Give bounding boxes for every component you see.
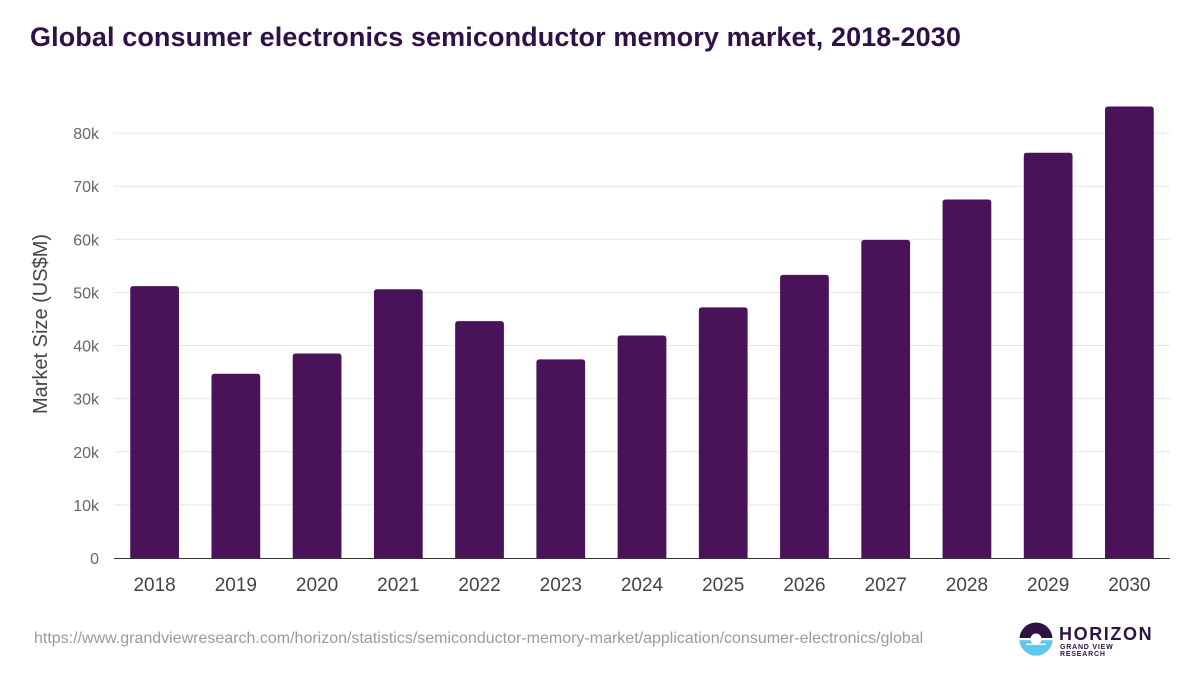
y-tick-label: 60k — [73, 232, 100, 249]
x-tick-label: 2025 — [702, 575, 744, 596]
y-axis-label: Market Size (US$M) — [30, 234, 52, 414]
y-tick-label: 40k — [73, 339, 100, 356]
y-tick-label: 30k — [73, 392, 100, 409]
bar-2019 — [211, 373, 261, 558]
bar-2030 — [1105, 106, 1154, 559]
x-axis-ticks: 2018 2019 2020 2021 2022 2023 2024 2025 2026 2027… — [133, 575, 1150, 596]
x-tick-label: 2027 — [865, 575, 907, 596]
logo-subtitle: GRAND VIEW RESEARCH — [1060, 644, 1114, 658]
bar-2028 — [942, 199, 992, 558]
y-tick-label: 80k — [73, 126, 100, 143]
bar-2026 — [780, 274, 829, 558]
bar-2023 — [536, 359, 586, 558]
horizon-globe-icon — [1019, 622, 1053, 656]
x-tick-label: 2018 — [133, 575, 175, 596]
bar-2025 — [698, 307, 748, 558]
x-tick-label: 2024 — [621, 575, 664, 596]
x-tick-label: 2020 — [296, 575, 338, 596]
y-tick-label: 20k — [73, 445, 100, 462]
bars — [130, 106, 1154, 559]
y-tick-label: 50k — [73, 285, 100, 302]
y-tick-label: 70k — [73, 179, 100, 196]
bar-2022 — [455, 321, 504, 558]
x-tick-label: 2028 — [946, 575, 988, 596]
bar-2020 — [292, 353, 342, 558]
horizon-logo: HORIZON GRAND VIEW RESEARCH — [1019, 622, 1159, 658]
x-tick-label: 2021 — [377, 575, 419, 596]
x-tick-label: 2030 — [1108, 575, 1150, 596]
bar-2018 — [130, 286, 179, 558]
source-url: https://www.grandviewresearch.com/horizo… — [34, 630, 924, 647]
x-tick-label: 2029 — [1027, 575, 1069, 596]
logo-name: HORIZON — [1059, 624, 1154, 644]
y-tick-label: 10k — [73, 498, 100, 515]
y-axis-ticks: 0 10k 20k 30k 40k 50k 60k 70k 80k — [73, 126, 100, 568]
x-tick-label: 2022 — [458, 575, 500, 596]
chart-title: Global consumer electronics semiconducto… — [30, 22, 961, 52]
bar-2024 — [617, 335, 667, 558]
bar-2027 — [861, 239, 911, 558]
x-tick-label: 2019 — [215, 575, 257, 596]
bar-2029 — [1023, 152, 1073, 559]
y-tick-label: 0 — [90, 551, 99, 568]
bar-2021 — [373, 289, 423, 558]
x-tick-label: 2026 — [783, 575, 825, 596]
x-tick-label: 2023 — [540, 575, 582, 596]
